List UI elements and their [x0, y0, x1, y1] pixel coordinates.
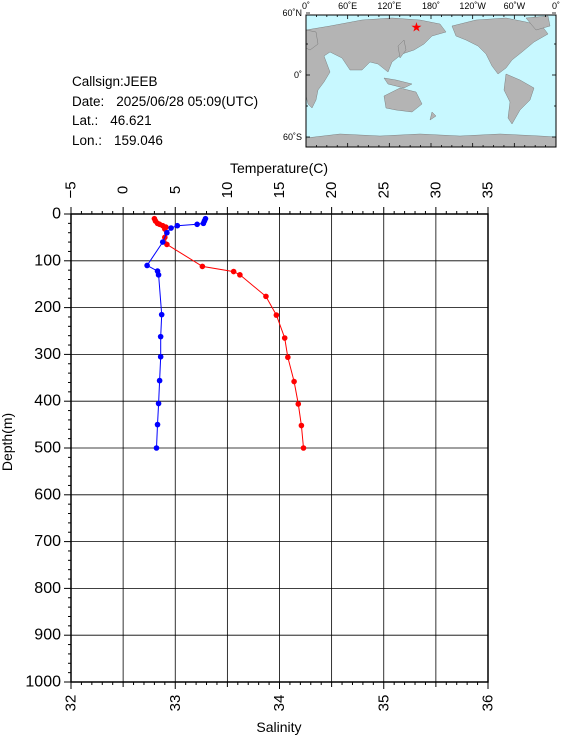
world-map: 0˚ 60˚E 120˚E 180˚ 120˚W 60˚W 0˚ 60˚N0˚60˚S ★ — [282, 1, 560, 148]
temperature-data-point — [291, 378, 297, 385]
salinity-profile-line — [146, 218, 206, 449]
salinity-data-point — [164, 229, 170, 236]
land-newzealand — [429, 111, 437, 121]
depth-tick-label: 100 — [34, 252, 61, 269]
map-lon-tick-label: 180˚ — [422, 1, 440, 11]
station-marker-icon: ★ — [411, 19, 423, 34]
callsign-row: Callsign:JEEB — [72, 72, 258, 92]
land-eurasia — [305, 17, 447, 109]
depth-tick-label: 900 — [34, 627, 61, 644]
map-land — [305, 15, 557, 148]
map-lat-tick-label: 60˚N — [282, 8, 302, 18]
salinity-data-point — [155, 400, 162, 407]
temperature-tick-label: −5 — [63, 181, 80, 198]
salinity-data-point — [194, 221, 200, 228]
land-north-america — [451, 17, 549, 75]
temperature-data-point — [285, 354, 291, 361]
depth-tick-label: 500 — [34, 440, 61, 457]
map-lon-tick-label: 120˚E — [377, 1, 401, 11]
y-axis-title: Depth(m) — [0, 413, 15, 471]
depth-tick-label: 400 — [34, 393, 61, 410]
date-row: Date: 2025/06/28 05:09(UTC) — [72, 92, 258, 112]
depth-tick-label: 200 — [34, 299, 61, 316]
land-australia — [383, 87, 423, 113]
map-lat-tick-label: 60˚S — [283, 132, 302, 142]
temperature-data-point — [263, 293, 269, 300]
callsign-label: Callsign: — [72, 74, 124, 89]
depth-tick-label: 800 — [34, 580, 61, 597]
salinity-data-point — [157, 353, 164, 360]
salinity-data-point — [158, 311, 165, 318]
temperature-data-point — [273, 312, 280, 318]
temperature-profile-line — [153, 218, 304, 449]
salinity-data-point — [174, 222, 181, 229]
salinity-data-point — [156, 377, 163, 384]
lon-row: Lon.: 159.046 — [72, 131, 258, 151]
map-lon-tick-label: 120˚W — [459, 1, 486, 11]
temperature-data-point — [295, 401, 302, 407]
temperature-series — [151, 215, 307, 451]
chart-grid — [70, 213, 489, 683]
bottom-axis-title: Salinity — [256, 719, 301, 735]
temperature-data-point — [298, 422, 305, 429]
salinity-data-point — [154, 421, 161, 428]
salinity-data-point — [155, 272, 162, 278]
land-greenland — [525, 15, 551, 31]
map-lon-tick-label: 0˚ — [552, 1, 560, 11]
depth-tick-label: 600 — [34, 486, 61, 503]
salinity-data-point — [157, 333, 164, 340]
temperature-tick-label: 30 — [427, 182, 444, 199]
salinity-tick-label: 33 — [167, 695, 184, 712]
salinity-data-point — [200, 220, 207, 227]
land-japan — [397, 39, 407, 59]
depth-tick-label: 700 — [34, 533, 61, 550]
salinity-data-point — [168, 225, 174, 231]
salinity-data-point — [159, 239, 166, 245]
salinity-series — [144, 215, 209, 451]
station-info: Callsign:JEEB Date: 2025/06/28 05:09(UTC)… — [72, 72, 258, 150]
temperature-tick-label: 25 — [375, 182, 392, 199]
temperature-tick-label: 5 — [167, 186, 184, 194]
temperature-data-point — [230, 268, 237, 275]
depth-tick-label: 1000 — [25, 674, 61, 691]
salinity-tick-label: 34 — [271, 695, 288, 712]
lat-value: 46.621 — [110, 113, 152, 128]
lon-value: 159.046 — [114, 132, 163, 148]
depth-tick-label: 0 — [52, 206, 61, 223]
map-lon-tick-label: 60˚E — [338, 1, 357, 11]
lat-row: Lat.: 46.621 — [72, 111, 258, 131]
land-indonesia — [383, 77, 413, 89]
temperature-tick-label: 35 — [480, 182, 497, 199]
salinity-tick-label: 35 — [375, 695, 392, 712]
temperature-tick-label: 0 — [115, 186, 132, 194]
lon-label: Lon.: — [72, 132, 103, 148]
date-value: 2025/06/28 05:09(UTC) — [116, 93, 259, 109]
salinity-tick-label: 36 — [480, 695, 497, 712]
temperature-data-point — [164, 241, 170, 248]
temperature-data-point — [237, 272, 243, 278]
salinity-tick-label: 32 — [63, 695, 80, 712]
temperature-tick-label: 15 — [271, 182, 288, 199]
top-axis-title: Temperature(C) — [230, 160, 328, 176]
depth-tick-label: 300 — [34, 346, 61, 363]
map-lat-tick-label: 0˚ — [294, 70, 302, 80]
temperature-data-point — [281, 335, 288, 341]
callsign-value: JEEB — [123, 74, 158, 89]
temperature-tick-label: 20 — [323, 182, 340, 199]
temperature-data-point — [300, 445, 307, 451]
land-south-america — [503, 73, 535, 125]
temperature-data-point — [199, 263, 206, 270]
date-label: Date: — [72, 93, 105, 109]
salinity-data-point — [153, 445, 160, 451]
lat-label: Lat.: — [72, 113, 99, 128]
map-lon-tick-label: 60˚W — [504, 1, 526, 11]
temperature-tick-label: 10 — [219, 182, 236, 199]
salinity-data-point — [144, 262, 150, 269]
map-lon-tick-label: 0˚ — [302, 1, 310, 11]
